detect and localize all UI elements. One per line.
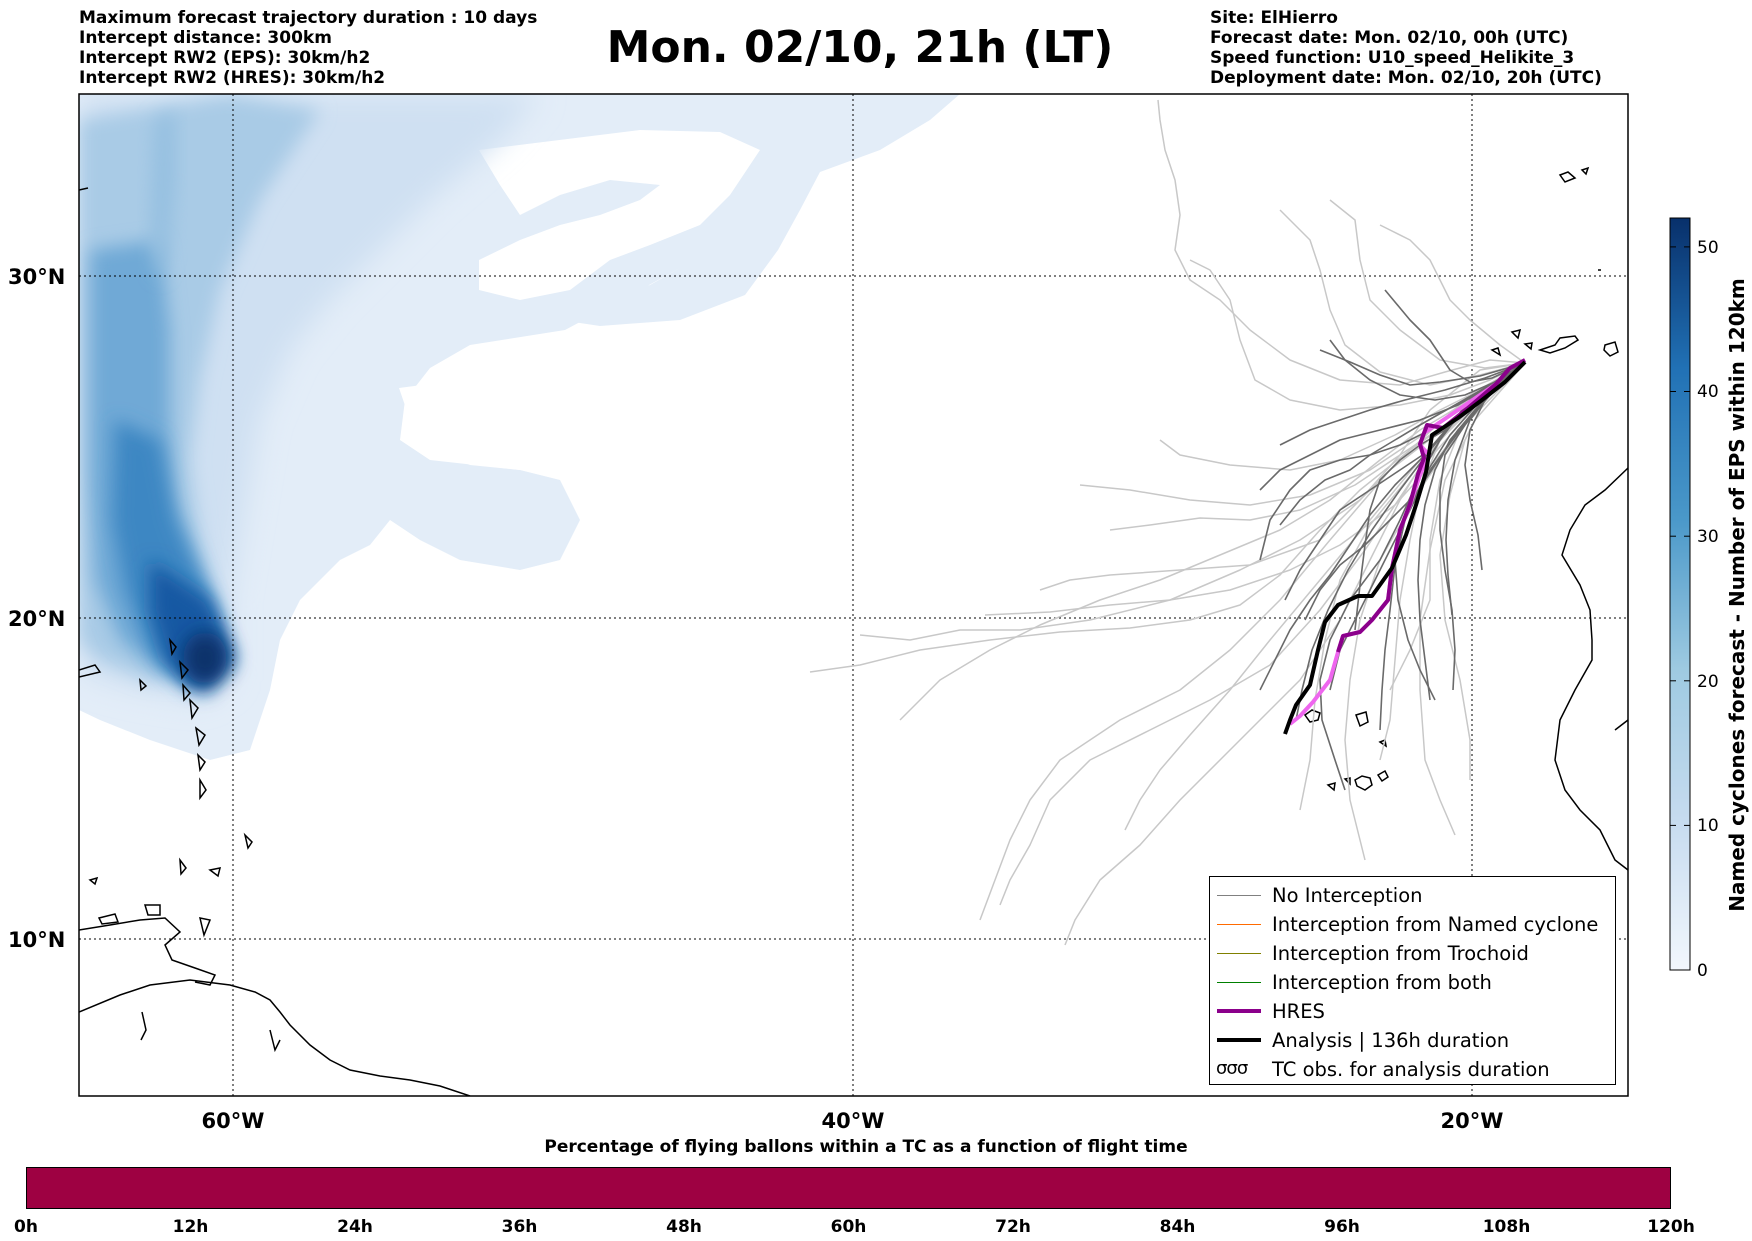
lon-label-60w: 60°W: [202, 1109, 265, 1133]
legend-item-hres: HRES: [1210, 997, 1615, 1026]
lat-label-20n: 20°N: [8, 607, 65, 631]
colorbar: 0 10 20 30 40 50 Named cyclones forecast…: [1669, 217, 1749, 981]
lat-label-30n: 30°N: [8, 265, 65, 289]
colorbar-tick: 0: [1697, 961, 1708, 981]
time-tick-label: 0h: [14, 1217, 38, 1237]
coastlines: [79, 166, 1628, 1096]
colorbar-tick: 10: [1697, 816, 1719, 836]
legend-label: Analysis | 136h duration: [1272, 1029, 1510, 1052]
legend-line: [1217, 1038, 1261, 1042]
legend-line: [1217, 895, 1261, 896]
info-line: Site: ElHierro: [1210, 8, 1338, 28]
colorbar-tick: 20: [1697, 672, 1719, 692]
time-tick-label: 108h: [1483, 1217, 1531, 1237]
legend-line: [1217, 953, 1261, 954]
info-line: Intercept RW2 (EPS): 30km/h2: [79, 48, 371, 68]
time-tick-label: 48h: [666, 1217, 702, 1237]
map-frame: [78, 93, 1629, 1097]
time-tick-label: 60h: [831, 1217, 867, 1237]
legend-label: TC obs. for analysis duration: [1272, 1058, 1550, 1081]
info-line: Intercept distance: 300km: [79, 28, 332, 48]
lon-label-40w: 40°W: [822, 1109, 885, 1133]
flight-time-percentage-bar: [26, 1167, 1671, 1209]
legend-item-tc-obs: σσσ TC obs. for analysis duration: [1210, 1055, 1615, 1084]
legend-item-both: Interception from both: [1210, 968, 1615, 997]
time-tick-label: 84h: [1160, 1217, 1196, 1237]
site-info: Site: ElHierro Forecast date: Mon. 02/10…: [1210, 8, 1602, 88]
legend-item-no-interception: No Interception: [1210, 881, 1615, 910]
colorbar-tick: 40: [1697, 382, 1719, 402]
colorbar-label: Named cyclones forecast - Number of EPS …: [1725, 278, 1749, 912]
info-line: Speed function: U10_speed_Helikite_3: [1210, 48, 1575, 68]
info-line: Forecast date: Mon. 02/10, 00h (UTC): [1210, 28, 1569, 48]
time-tick-label: 24h: [337, 1217, 373, 1237]
legend-item-analysis: Analysis | 136h duration: [1210, 1026, 1615, 1055]
time-tick-label: 120h: [1647, 1217, 1695, 1237]
time-tick-label: 96h: [1324, 1217, 1360, 1237]
legend-label: Interception from Trochoid: [1272, 942, 1529, 965]
tc-symbol-icon: σσσ: [1216, 1058, 1248, 1079]
legend: No Interception Interception from Named …: [1209, 876, 1616, 1085]
legend-label: Interception from both: [1272, 971, 1492, 994]
lon-label-20w: 20°W: [1441, 1109, 1504, 1133]
colorbar-tick: 30: [1697, 527, 1719, 547]
trajectories: [809, 99, 1527, 946]
colorbar-tick-marks: [1670, 246, 1690, 971]
main-title: Mon. 02/10, 21h (LT): [606, 22, 1114, 73]
legend-line: [1217, 1009, 1261, 1013]
legend-line: [1217, 924, 1261, 925]
legend-label: No Interception: [1272, 884, 1423, 907]
cyclone-density-field: [79, 94, 960, 760]
info-line: Maximum forecast trajectory duration : 1…: [79, 8, 538, 28]
legend-line: [1217, 982, 1261, 983]
legend-label: HRES: [1272, 1000, 1325, 1023]
time-tick-label: 36h: [502, 1217, 538, 1237]
info-line: Intercept RW2 (HRES): 30km/h2: [79, 68, 386, 88]
time-tick-label: 72h: [995, 1217, 1031, 1237]
time-tick-label: 12h: [173, 1217, 209, 1237]
colorbar-tick: 50: [1697, 238, 1719, 258]
legend-item-trochoid: Interception from Trochoid: [1210, 939, 1615, 968]
legend-label: Interception from Named cyclone: [1272, 913, 1599, 936]
legend-item-named-cyclone: Interception from Named cyclone: [1210, 910, 1615, 939]
forecast-settings: Maximum forecast trajectory duration : 1…: [79, 8, 537, 88]
lat-label-10n: 10°N: [8, 928, 65, 952]
time-axis-title: Percentage of flying ballons within a TC…: [544, 1137, 1188, 1157]
info-line: Deployment date: Mon. 02/10, 20h (UTC): [1210, 68, 1602, 88]
colorbar-gradient: [1669, 217, 1691, 971]
